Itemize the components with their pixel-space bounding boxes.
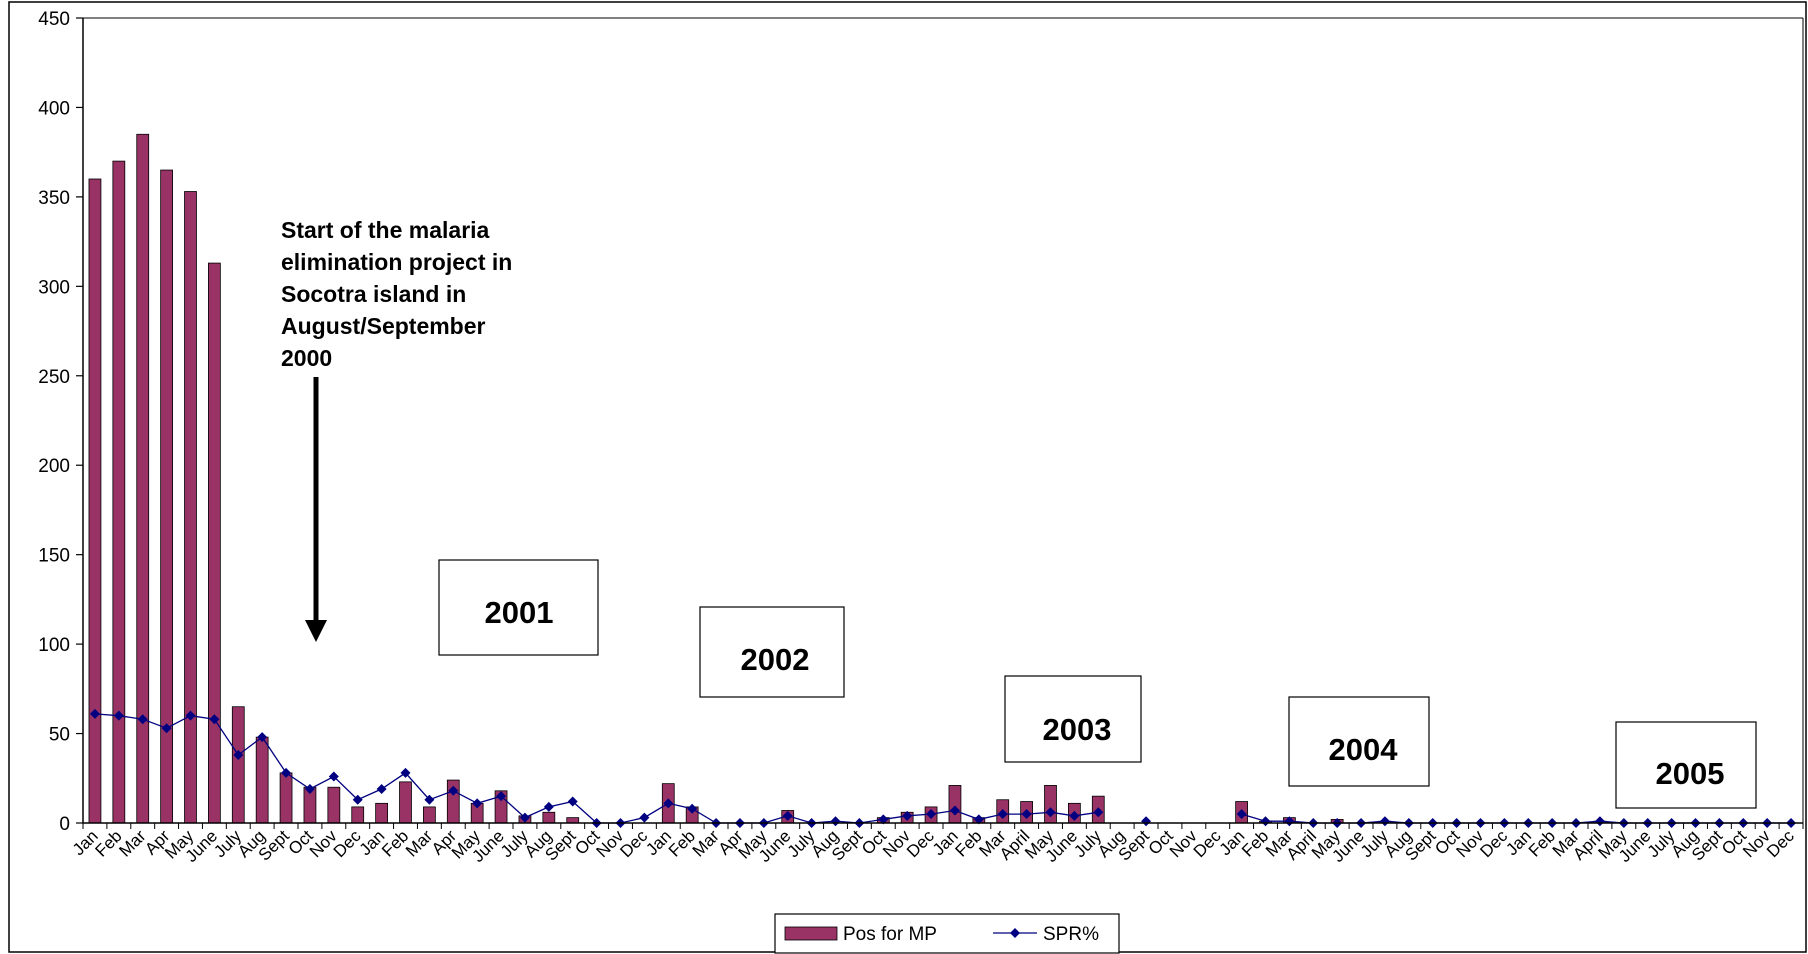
spr-point [782, 810, 793, 821]
spr-point [1021, 809, 1032, 820]
spr-point [949, 805, 960, 816]
legend-marker-spr [1010, 928, 1020, 938]
y-tick-label: 150 [38, 546, 70, 567]
bar-pos-for-mp [542, 811, 556, 824]
y-tick-label: 450 [38, 9, 70, 30]
spr-point [472, 798, 483, 809]
legend-swatch-pos-for-mp [784, 926, 838, 941]
annotation-line: elimination project in [281, 249, 512, 275]
spr-point [1260, 816, 1271, 827]
spr-point [878, 814, 889, 825]
bar-pos-for-mp [255, 736, 269, 824]
y-tick-label: 0 [59, 814, 70, 835]
bar-pos-for-mp [231, 706, 245, 824]
bar-pos-for-mp [112, 160, 126, 824]
year-box [1288, 696, 1430, 787]
chart-border [8, 1, 1807, 953]
x-tick-label: Dec [1763, 826, 1798, 861]
spr-point [137, 714, 148, 725]
y-tick-label: 250 [38, 367, 70, 388]
spr-point [830, 816, 841, 827]
bar-pos-for-mp [208, 262, 221, 824]
spr-point [496, 791, 507, 802]
legend-label-pos-for-mp: Pos for MP [843, 924, 937, 945]
spr-point [233, 750, 244, 761]
annotation-line: Start of the malaria [281, 217, 490, 243]
bar-pos-for-mp [423, 806, 436, 824]
annotation-line: Socotra island in [281, 281, 466, 307]
year-box [1615, 721, 1757, 809]
spr-point [352, 794, 363, 805]
y-tick-label: 100 [38, 635, 70, 656]
spr-point [113, 710, 124, 721]
bar-pos-for-mp [566, 817, 580, 824]
bar-pos-for-mp [279, 772, 293, 824]
year-label: 2002 [741, 642, 810, 677]
y-tick-label: 400 [38, 98, 70, 119]
bar-pos-for-mp [399, 781, 412, 824]
spr-point [185, 710, 196, 721]
spr-point [926, 809, 937, 820]
spr-point [519, 812, 530, 823]
y-tick-label: 350 [38, 188, 70, 209]
spr-point [687, 803, 698, 814]
year-label: 2005 [1656, 756, 1725, 791]
spr-point [328, 771, 339, 782]
spr-point [161, 723, 172, 734]
bar-pos-for-mp [1044, 785, 1057, 824]
spr-point [1594, 816, 1605, 827]
year-box [699, 606, 845, 698]
spr-point [1093, 807, 1104, 818]
spr-point [400, 767, 411, 778]
spr-line [94, 713, 1792, 824]
year-label: 2001 [485, 595, 554, 630]
spr-point [1045, 807, 1056, 818]
bar-pos-for-mp [948, 785, 962, 824]
annotation-arrow-head [305, 620, 327, 642]
bar-pos-for-mp [88, 178, 102, 824]
spr-point [973, 814, 984, 825]
spr-point [543, 801, 554, 812]
annotation-line: 2000 [281, 345, 332, 371]
y-tick-label: 50 [49, 725, 70, 746]
y-tick-label: 200 [38, 456, 70, 477]
spr-point [281, 767, 292, 778]
spr-point [1069, 810, 1080, 821]
spr-point [448, 785, 459, 796]
year-box [438, 559, 599, 656]
spr-point [209, 714, 220, 725]
spr-point [1236, 809, 1247, 820]
y-tick-label: 300 [38, 277, 70, 298]
annotation-line: August/September [281, 313, 486, 339]
legend-label-spr: SPR% [1043, 924, 1099, 945]
spr-point [376, 784, 387, 795]
year-label: 2004 [1329, 732, 1399, 767]
spr-point [89, 708, 100, 719]
spr-point [567, 796, 578, 807]
spr-point [639, 812, 650, 823]
spr-point [1379, 816, 1390, 827]
year-box [1004, 675, 1142, 763]
spr-point [997, 809, 1008, 820]
spr-point [304, 784, 315, 795]
spr-point [424, 794, 435, 805]
spr-point [902, 810, 913, 821]
bar-pos-for-mp [375, 802, 388, 824]
spr-point [1141, 816, 1152, 827]
bar-pos-for-mp [184, 191, 197, 824]
year-label: 2003 [1043, 712, 1112, 747]
bar-pos-for-mp [327, 786, 341, 824]
spr-point [257, 732, 268, 743]
spr-point [663, 798, 674, 809]
bar-pos-for-mp [351, 806, 365, 824]
